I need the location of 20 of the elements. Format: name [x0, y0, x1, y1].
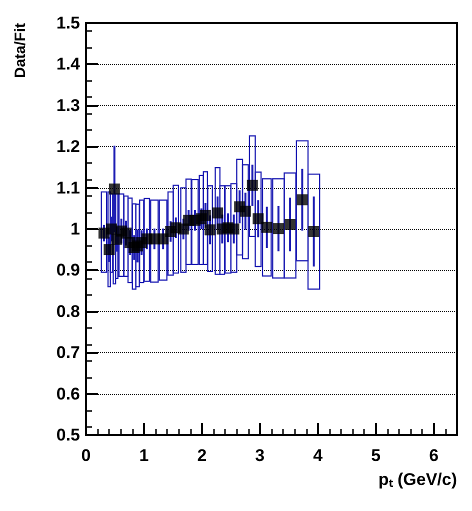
y-tick-label: 1.3: [56, 96, 80, 115]
x-tick-label: 2: [197, 446, 207, 465]
y-tick-label: 0.5: [56, 426, 80, 444]
y-tick-label: 1.2: [56, 137, 80, 156]
x-tick-label: 6: [429, 446, 439, 465]
y-tick-label: 0.7: [56, 343, 80, 362]
y-axis-title: Data/Fit: [12, 23, 29, 78]
y-tick-label: 1.5: [56, 14, 80, 32]
x-tick-label: 0: [81, 446, 91, 465]
y-tick-label: 1.4: [56, 54, 81, 74]
x-axis-title: pₜ (GeV/c): [378, 470, 457, 489]
x-tick-label: 3: [255, 446, 265, 465]
y-tick-label: 0.9: [56, 260, 80, 280]
x-tick-label: 5: [371, 446, 381, 465]
y-tick-label: 0.8: [56, 302, 80, 321]
y-tick-label: 0.6: [56, 384, 80, 404]
y-tick-label: 1: [70, 220, 80, 238]
x-tick-label: 4: [313, 446, 324, 465]
x-tick-label: 1: [139, 446, 149, 465]
y-tick-label: 1.1: [56, 178, 80, 198]
